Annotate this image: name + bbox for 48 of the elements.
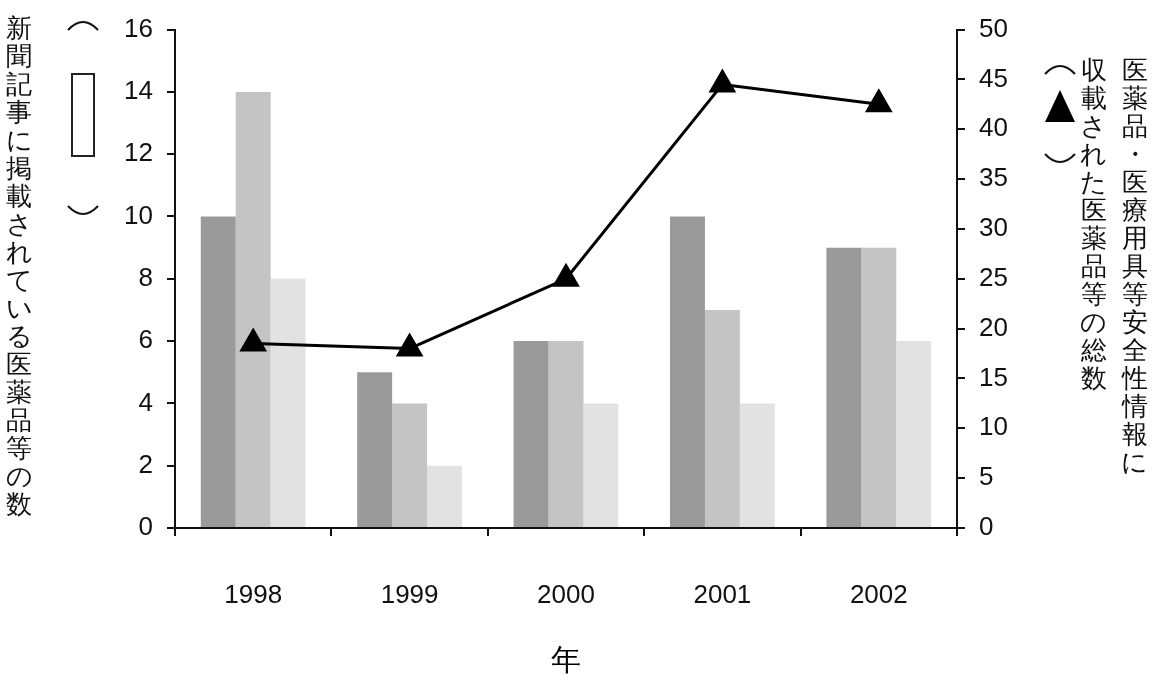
- point: [866, 89, 892, 113]
- bar: [427, 465, 462, 527]
- y2-tick-label: 25: [979, 261, 1008, 292]
- y2-tick-label: 50: [979, 12, 1008, 43]
- bar: [704, 309, 740, 527]
- y2-tick-label: 5: [979, 461, 994, 492]
- y-tick-label: 12: [124, 137, 153, 168]
- y-tick-label: 8: [138, 261, 153, 292]
- bar: [583, 403, 619, 527]
- bar: [200, 216, 236, 527]
- x-tick-label: 1998: [224, 578, 283, 609]
- text: 新聞記事に掲載されている医薬品等の数: [6, 13, 41, 519]
- y2-tick-label: 45: [979, 62, 1008, 93]
- point: [240, 329, 266, 352]
- x-tick-label: 1999: [380, 578, 439, 609]
- point: [553, 264, 579, 287]
- bar: [357, 372, 393, 527]
- bar: [235, 91, 271, 527]
- y-tick-label: 0: [138, 511, 153, 542]
- bar: [548, 341, 584, 527]
- y-tick-label: 10: [124, 199, 153, 230]
- point: [709, 69, 736, 93]
- y2-tick-label: 30: [979, 212, 1008, 243]
- bar: [513, 341, 549, 527]
- bar: [826, 247, 862, 527]
- bar: [270, 278, 306, 527]
- y2-tick-label: 35: [979, 162, 1008, 193]
- text: 医薬品・医療用具等安全性情報に収載された医薬品等の総数: [1080, 55, 1156, 477]
- y2-tick-label: 40: [979, 112, 1008, 143]
- y2-tick-label: 20: [979, 311, 1008, 342]
- y2-tick-label: 0: [979, 511, 994, 542]
- x-tick-label: 2001: [693, 578, 752, 609]
- bar: [896, 341, 932, 527]
- x-tick-label: 2000: [537, 578, 595, 609]
- bar: [670, 216, 705, 527]
- y2-tick-label: 10: [979, 411, 1008, 442]
- bar: [739, 403, 775, 527]
- y-tick-label: 2: [138, 448, 153, 479]
- x-axis-title: 年: [550, 641, 582, 679]
- bar: [861, 247, 897, 527]
- y-tick-label: 16: [124, 12, 153, 43]
- y-tick-label: 14: [124, 75, 153, 106]
- y-tick-label: 6: [138, 324, 153, 355]
- bar: [392, 403, 428, 527]
- point: [396, 334, 423, 357]
- x-tick-label: 2002: [849, 578, 908, 609]
- y-tick-label: 4: [138, 386, 153, 417]
- y2-tick-label: 15: [979, 361, 1008, 392]
